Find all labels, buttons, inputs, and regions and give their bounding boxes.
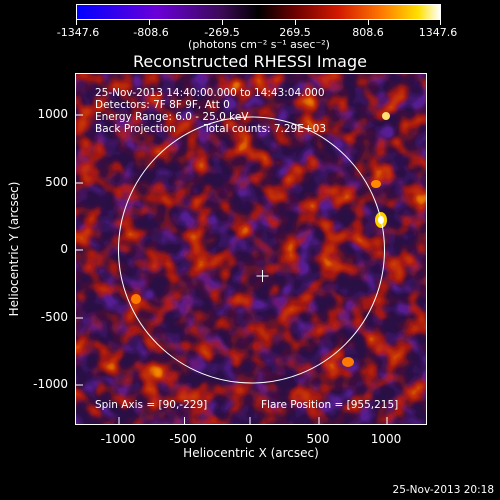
colorbar-tick [149,20,150,25]
colorbar-tick-label: -808.6 [133,26,169,39]
info-spin-axis: Spin Axis = [90,-229] [95,399,208,411]
colorbar-tick [440,20,441,25]
info-detectors: Detectors: 7F 8F 9F, Att 0 [95,99,230,111]
solar-image [76,74,426,424]
colorbar-tick [295,20,296,25]
y-tick-label: 0 [60,242,68,256]
x-tick-label: 0 [245,432,253,446]
plot-title: Reconstructed RHESSI Image [133,52,367,71]
info-time-range: 25-Nov-2013 14:40:00.000 to 14:43:04.000 [95,87,325,99]
y-tick-label: 500 [45,175,68,189]
x-tick-label: -1000 [100,432,136,446]
plot-ticks [76,114,388,424]
info-total-counts: Total counts: 7.29E+03 [204,123,327,135]
colorbar-units: (photons cm⁻² s⁻¹ asec⁻²) [188,38,330,51]
y-tick-label: -500 [40,310,68,324]
x-tick-label: -500 [169,432,197,446]
info-flare-position: Flare Position = [955,215] [261,399,399,411]
image-plot-area: 25-Nov-2013 14:40:00.000 to 14:43:04.000… [75,73,427,425]
footer-timestamp: 25-Nov-2013 20:18 [392,484,494,496]
solar-limb-circle [118,116,385,384]
colorbar-tick [222,20,223,25]
y-tick-label: 1000 [37,107,68,121]
colorbar-tick-label: 808.6 [352,26,384,39]
colorbar-tick [368,20,369,25]
colorbar-tick-label: 1347.6 [418,26,458,39]
info-energy-range: Energy Range: 6.0 - 25.0 keV [95,111,249,123]
x-axis-title: Heliocentric X (arcsec) [183,446,319,460]
spin-axis-marker [256,270,269,282]
colorbar-tick [76,20,77,25]
x-tick-label: 500 [306,432,330,446]
info-method: Back Projection [95,123,176,135]
y-tick-label: -1000 [33,377,68,391]
colorbar [76,4,441,20]
colorbar-tick-label: 269.5 [279,26,311,39]
colorbar-tick-label: -1347.6 [56,26,100,39]
x-tick-label: 1000 [370,432,402,446]
colorbar-tick-label: -269.5 [204,26,240,39]
y-axis-title: Heliocentric Y (arcsec) [7,181,21,317]
